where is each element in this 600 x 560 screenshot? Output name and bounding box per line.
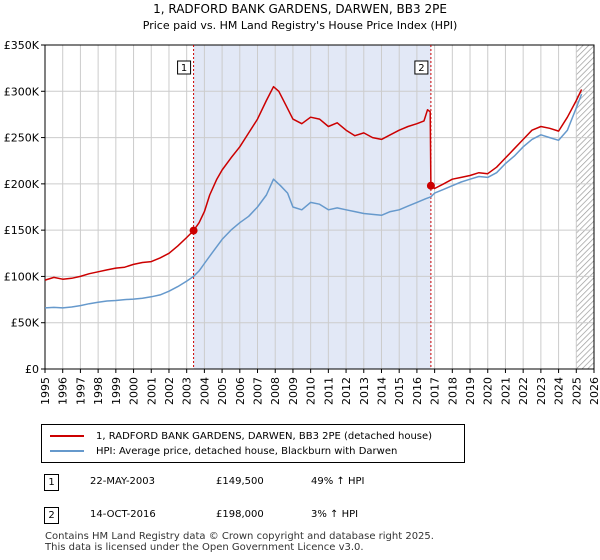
- sale-price: £198,000: [216, 509, 264, 520]
- chart-title: 1, RADFORD BANK GARDENS, DARWEN, BB3 2PE: [153, 2, 447, 16]
- x-tick-label: 1995: [39, 377, 52, 405]
- legend-swatch-property: [50, 435, 84, 437]
- sale-label-box: [177, 60, 192, 75]
- x-tick-label: 1996: [57, 377, 70, 405]
- sale-hpi-change: 49% ↑ HPI: [311, 476, 365, 487]
- x-tick-label: 2005: [216, 377, 229, 405]
- x-tick-label: 2021: [499, 377, 512, 405]
- x-tick-label: 2001: [145, 377, 158, 405]
- footer-line-2: This data is licensed under the Open Gov…: [45, 542, 364, 553]
- sale-label-box: [414, 60, 429, 75]
- sale-point: [189, 226, 198, 235]
- x-tick-label: 2017: [429, 377, 442, 405]
- x-tick-label: 2020: [482, 377, 495, 405]
- x-tick-label: 2024: [553, 377, 566, 405]
- y-tick-label: £200K: [4, 178, 40, 191]
- footer-line-1: Contains HM Land Registry data © Crown c…: [45, 531, 434, 542]
- chart-legend: 1, RADFORD BANK GARDENS, DARWEN, BB3 2PE…: [41, 424, 465, 463]
- x-tick-label: 2000: [128, 377, 141, 405]
- x-tick-label: 2015: [393, 377, 406, 405]
- x-tick-label: 1998: [92, 377, 105, 405]
- legend-item-property: 1, RADFORD BANK GARDENS, DARWEN, BB3 2PE…: [50, 429, 432, 443]
- x-tick-label: 2003: [181, 377, 194, 405]
- x-tick-label: 2011: [322, 377, 335, 405]
- x-tick-label: 2010: [305, 377, 318, 405]
- sale-date: 14-OCT-2016: [90, 509, 156, 520]
- sale-row-1: 1 22-MAY-2003 £149,500 49% ↑ HPI: [41, 474, 441, 491]
- future-hatch-region: [576, 45, 594, 369]
- x-tick-label: 2006: [234, 377, 247, 405]
- x-tick-label: 2018: [446, 377, 459, 405]
- x-tick-label: 2002: [163, 377, 176, 405]
- sale-label-number: 2: [418, 63, 424, 74]
- sale-label-number: 1: [181, 63, 187, 74]
- x-tick-label: 2014: [375, 377, 388, 405]
- price-chart: 1, RADFORD BANK GARDENS, DARWEN, BB3 2PE…: [4, 2, 600, 405]
- plot-frame: [44, 44, 595, 370]
- y-tick-label: £350K: [4, 39, 40, 52]
- x-tick-label: 2016: [411, 377, 424, 405]
- footer-attribution: Contains HM Land Registry data © Crown c…: [45, 531, 434, 553]
- x-tick-label: 2022: [517, 377, 530, 405]
- y-tick-label: £250K: [4, 132, 40, 145]
- x-tick-label: 1997: [74, 377, 87, 405]
- sale-number-badge: 1: [44, 474, 59, 491]
- y-tick-label: £50K: [11, 317, 40, 330]
- x-tick-label: 2009: [287, 377, 300, 405]
- x-tick-label: 2012: [340, 377, 353, 405]
- sale-point: [426, 181, 435, 190]
- y-tick-label: £150K: [4, 224, 40, 237]
- x-tick-label: 2004: [198, 377, 211, 405]
- sale-hpi-change: 3% ↑ HPI: [311, 509, 359, 520]
- x-tick-label: 2013: [358, 377, 371, 405]
- sale-row-2: 2 14-OCT-2016 £198,000 3% ↑ HPI: [41, 507, 441, 524]
- legend-label-property: 1, RADFORD BANK GARDENS, DARWEN, BB3 2PE…: [96, 430, 433, 442]
- legend-swatch-hpi: [50, 450, 84, 452]
- property-price-line: [44, 85, 583, 281]
- y-tick-label: £100K: [4, 270, 40, 283]
- x-tick-label: 2023: [535, 377, 548, 405]
- sale-price: £149,500: [216, 476, 264, 487]
- x-tick-label: 2025: [570, 377, 583, 405]
- sale-date: 22-MAY-2003: [90, 476, 156, 487]
- x-tick-label: 2026: [588, 377, 600, 405]
- x-tick-label: 2007: [252, 377, 265, 405]
- hpi-line: [44, 93, 583, 309]
- y-tick-label: £300K: [4, 85, 40, 98]
- x-tick-label: 2008: [269, 377, 282, 405]
- x-tick-label: 2019: [464, 377, 477, 405]
- sale-number-badge: 2: [44, 507, 59, 524]
- y-tick-label: £0: [25, 363, 39, 376]
- sale-period-shading: [193, 45, 431, 369]
- chart-subtitle: Price paid vs. HM Land Registry's House …: [143, 19, 458, 32]
- x-tick-label: 1999: [110, 377, 123, 405]
- legend-label-hpi: HPI: Average price, detached house, Blac…: [96, 445, 398, 457]
- legend-item-hpi: HPI: Average price, detached house, Blac…: [50, 444, 397, 458]
